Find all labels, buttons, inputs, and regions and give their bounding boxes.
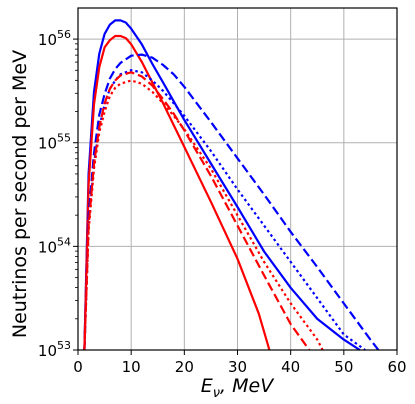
x-tick-label: 40 xyxy=(281,358,300,376)
series-line-6 xyxy=(83,79,324,351)
y-tick-label: 1053 xyxy=(38,339,71,360)
x-axis-label: Eν, MeV xyxy=(201,375,275,401)
y-axis-ticks: 1053 1054 1055 1056 xyxy=(38,28,78,360)
x-tick-label: 30 xyxy=(228,358,247,376)
series-group xyxy=(83,19,380,351)
x-tick-label: 50 xyxy=(334,358,353,376)
series-line-5 xyxy=(83,71,311,351)
series-line-4 xyxy=(83,69,366,351)
y-tick-label: 1054 xyxy=(38,235,71,256)
x-tick-label: 20 xyxy=(175,358,194,376)
x-axis-ticks: 0 10 20 30 40 50 60 xyxy=(73,350,407,376)
y-axis-label: Neutrinos per second per MeV xyxy=(9,50,31,338)
series-line-3 xyxy=(83,53,380,351)
series-line-2 xyxy=(83,34,271,351)
x-tick-label: 60 xyxy=(387,358,406,376)
y-tick-label: 1056 xyxy=(38,28,71,49)
series-line-1 xyxy=(83,19,361,351)
y-tick-label: 1055 xyxy=(38,132,71,153)
x-tick-label: 0 xyxy=(73,358,83,376)
x-tick-label: 10 xyxy=(122,358,141,376)
